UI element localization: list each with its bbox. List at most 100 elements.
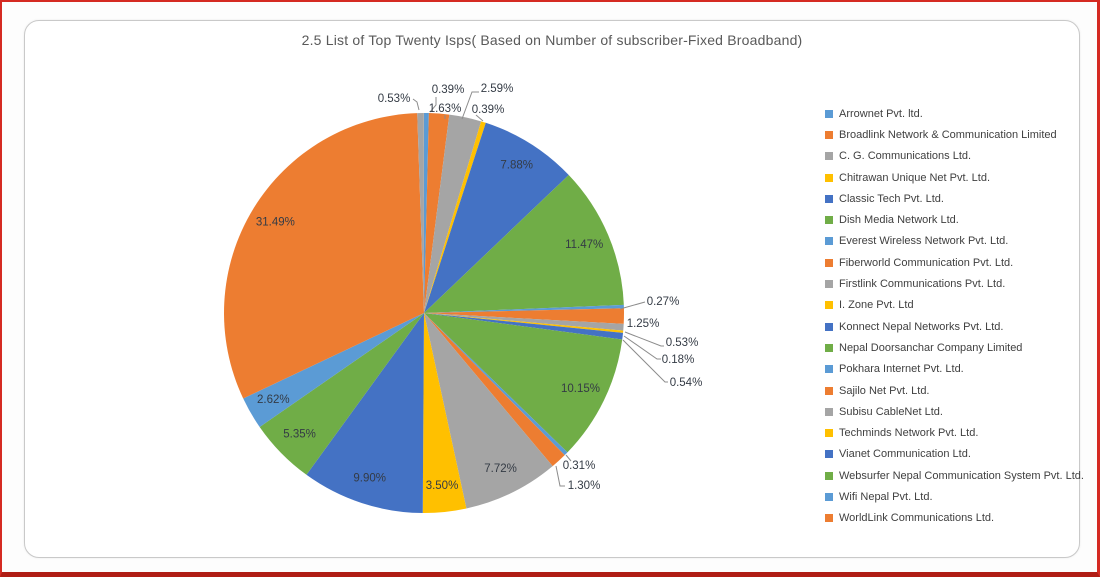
- legend-swatch: [825, 407, 833, 416]
- pie-slice-7[interactable]: [424, 308, 624, 324]
- legend-item-15[interactable]: Techminds Network Pvt. Ltd.: [825, 422, 1084, 443]
- legend-label: Dish Media Network Ltd.: [839, 214, 959, 227]
- legend-swatch: [825, 109, 833, 118]
- pie-slice-15[interactable]: [422, 313, 467, 514]
- legend-item-8[interactable]: Firstlink Communications Pvt. Ltd.: [825, 273, 1084, 294]
- legend-swatch: [825, 514, 833, 523]
- legend-label: Sajilo Net Pvt. Ltd.: [839, 384, 930, 397]
- pie-slice-8[interactable]: [424, 313, 624, 331]
- legend-item-0[interactable]: Arrownet Pvt. ltd.: [825, 103, 1084, 124]
- legend-item-14[interactable]: Subisu CableNet Ltd.: [825, 401, 1084, 422]
- legend-item-4[interactable]: Classic Tech Pvt. Ltd.: [825, 188, 1084, 209]
- legend-item-16[interactable]: Vianet Communication Ltd.: [825, 444, 1084, 465]
- legend-label: Websurfer Nepal Communication System Pvt…: [839, 469, 1084, 482]
- legend-swatch: [825, 386, 833, 395]
- pie-slice-9[interactable]: [424, 313, 624, 333]
- legend: Arrownet Pvt. ltd. Broadlink Network & Co…: [825, 103, 1084, 529]
- legend-item-3[interactable]: Chitrawan Unique Net Pvt. Ltd.: [825, 167, 1084, 188]
- legend-item-17[interactable]: Websurfer Nepal Communication System Pvt…: [825, 465, 1084, 486]
- legend-item-5[interactable]: Dish Media Network Ltd.: [825, 209, 1084, 230]
- legend-item-11[interactable]: Nepal Doorsanchar Company Limited: [825, 337, 1084, 358]
- data-label: 0.53%: [378, 93, 411, 105]
- data-label: 0.18%: [662, 354, 695, 366]
- data-label: 3.50%: [426, 480, 459, 492]
- legend-swatch: [825, 450, 833, 459]
- legend-label: Classic Tech Pvt. Ltd.: [839, 192, 944, 205]
- legend-swatch: [825, 301, 833, 310]
- leader-line: [475, 114, 484, 122]
- legend-label: Chitrawan Unique Net Pvt. Ltd.: [839, 171, 991, 184]
- pie-slice-6[interactable]: [424, 304, 624, 313]
- legend-label: Wifi Nepal Pvt. Ltd.: [839, 490, 933, 503]
- legend-swatch: [825, 194, 833, 203]
- legend-swatch: [825, 173, 833, 182]
- data-label: 2.62%: [257, 394, 290, 406]
- pie-slice-5[interactable]: [424, 175, 624, 313]
- data-label: 31.49%: [256, 216, 295, 228]
- data-label: 0.39%: [472, 104, 505, 116]
- pie-slice-10[interactable]: [424, 313, 624, 340]
- pie-slice-12[interactable]: [424, 313, 568, 456]
- pie-slice-13[interactable]: [424, 313, 565, 467]
- legend-label: Firstlink Communications Pvt. Ltd.: [839, 278, 1006, 291]
- legend-item-7[interactable]: Fiberworld Communication Pvt. Ltd.: [825, 252, 1084, 273]
- legend-label: Techminds Network Pvt. Ltd.: [839, 427, 979, 440]
- pie-slice-0[interactable]: [424, 113, 429, 313]
- pie-slice-11[interactable]: [424, 313, 623, 453]
- data-label: 7.88%: [500, 160, 533, 172]
- data-label: 1.63%: [429, 103, 462, 115]
- legend-item-13[interactable]: Sajilo Net Pvt. Ltd.: [825, 380, 1084, 401]
- data-labels-group: 0.39% 1.63% 2.59% 0.39% 7.88% 11.47% 0.27% 1.25…: [256, 83, 702, 492]
- legend-swatch: [825, 429, 833, 438]
- legend-item-12[interactable]: Pokhara Internet Pvt. Ltd.: [825, 359, 1084, 380]
- legend-item-6[interactable]: Everest Wireless Network Pvt. Ltd.: [825, 231, 1084, 252]
- legend-label: Subisu CableNet Ltd.: [839, 405, 943, 418]
- pie-slice-19[interactable]: [224, 113, 424, 399]
- data-label: 0.31%: [563, 460, 596, 472]
- legend-label: Konnect Nepal Networks Pvt. Ltd.: [839, 320, 1004, 333]
- legend-label: WorldLink Communications Ltd.: [839, 512, 995, 525]
- legend-item-18[interactable]: Wifi Nepal Pvt. Ltd.: [825, 486, 1084, 507]
- chart-title: 2.5 List of Top Twenty Isps( Based on Nu…: [301, 32, 803, 48]
- legend-label: Broadlink Network & Communication Limite…: [839, 128, 1057, 141]
- data-label: 0.54%: [670, 377, 703, 389]
- leader-line: [619, 301, 646, 310]
- data-label: 2.59%: [481, 83, 514, 95]
- pie-slice-18[interactable]: [243, 313, 424, 427]
- pie-slice-3[interactable]: [424, 121, 486, 313]
- legend-label: C. G. Communications Ltd.: [839, 150, 972, 163]
- pie-slice-17[interactable]: [259, 313, 424, 475]
- legend-item-2[interactable]: C. G. Communications Ltd.: [825, 146, 1084, 167]
- legend-swatch: [825, 237, 833, 246]
- data-label: 0.39%: [432, 84, 465, 96]
- legend-swatch: [825, 216, 833, 225]
- pie-slice-14[interactable]: [424, 313, 553, 509]
- pie-slice-1[interactable]: [424, 113, 450, 313]
- legend-item-9[interactable]: I. Zone Pvt. Ltd: [825, 295, 1084, 316]
- legend-label: Pokhara Internet Pvt. Ltd.: [839, 363, 964, 376]
- data-label: 5.35%: [283, 429, 316, 441]
- pie-slice-4[interactable]: [424, 122, 569, 313]
- leader-line: [412, 98, 420, 111]
- pie-slice-16[interactable]: [306, 313, 424, 513]
- data-label: 0.53%: [666, 337, 699, 349]
- leader-line: [555, 465, 565, 487]
- legend-label: Everest Wireless Network Pvt. Ltd.: [839, 235, 1009, 248]
- legend-item-10[interactable]: Konnect Nepal Networks Pvt. Ltd.: [825, 316, 1084, 337]
- legend-swatch: [825, 322, 833, 331]
- legend-label: Vianet Communication Ltd.: [839, 448, 971, 461]
- pie-slice-2[interactable]: [424, 114, 482, 313]
- leader-line: [565, 454, 572, 462]
- legend-swatch: [825, 343, 833, 352]
- data-label: 7.72%: [484, 463, 517, 475]
- legend-label: Arrownet Pvt. ltd.: [839, 107, 923, 120]
- legend-item-19[interactable]: WorldLink Communications Ltd.: [825, 508, 1084, 529]
- legend-item-1[interactable]: Broadlink Network & Communication Limite…: [825, 124, 1084, 145]
- legend-swatch: [825, 258, 833, 267]
- pie-slice-20[interactable]: [417, 113, 424, 313]
- legend-swatch: [825, 152, 833, 161]
- legend-swatch: [825, 471, 833, 480]
- data-label: 9.90%: [353, 472, 386, 484]
